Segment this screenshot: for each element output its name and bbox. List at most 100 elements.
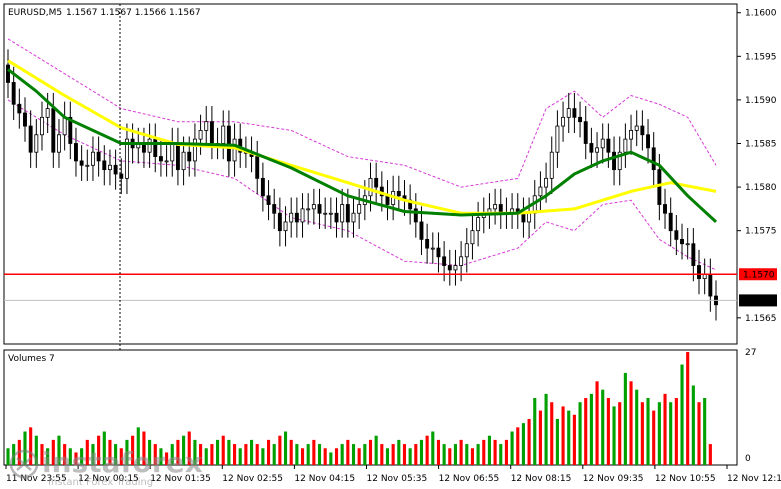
candle-body-down xyxy=(657,169,662,205)
volume-bar xyxy=(431,431,435,465)
candle xyxy=(493,188,498,225)
candle-body-down xyxy=(272,204,277,214)
band-upper-line xyxy=(7,38,717,188)
candle-body-up xyxy=(306,208,311,211)
candle xyxy=(453,249,458,286)
candle-body-up xyxy=(62,116,67,136)
volume-bar xyxy=(210,444,214,465)
price-tick-label: 1.1580 xyxy=(745,183,777,193)
candle-body-up xyxy=(527,212,532,223)
candle-body-down xyxy=(23,112,27,127)
candle-body-down xyxy=(175,143,180,171)
candle xyxy=(629,114,633,155)
candle-body-up xyxy=(470,230,475,245)
volume-bar xyxy=(114,444,118,465)
candle-body-up xyxy=(328,212,333,215)
candle xyxy=(340,188,345,238)
candle-body-up xyxy=(198,130,203,140)
candle xyxy=(272,188,277,229)
candle-body-up xyxy=(221,125,226,144)
volume-tick-label: 27 xyxy=(745,348,756,358)
candle-body-down xyxy=(396,191,401,197)
volume-bar xyxy=(136,427,140,465)
volume-bar xyxy=(510,431,514,465)
volume-bar xyxy=(442,444,446,465)
candle xyxy=(396,175,401,212)
candle xyxy=(323,197,328,229)
volume-bar xyxy=(283,431,288,465)
candle-body-down xyxy=(317,204,322,214)
candle-body-down xyxy=(606,138,611,153)
volume-bar xyxy=(623,372,627,465)
candle xyxy=(691,228,696,282)
candle-body-down xyxy=(96,151,101,162)
time-axis: 11 Nov 23:55 12 Nov 00:15 12 Nov 01:35 12 N… xyxy=(5,465,781,484)
candle xyxy=(578,101,583,138)
candle-body-up xyxy=(181,151,186,171)
level-price-tag xyxy=(739,268,777,281)
volume-bar xyxy=(465,444,469,465)
candle-body-up xyxy=(107,164,112,171)
candle xyxy=(260,162,265,212)
volume-bar xyxy=(555,418,559,465)
ma-green-line xyxy=(7,68,718,224)
candle-body-down xyxy=(419,221,424,240)
candle xyxy=(147,123,152,168)
candle-body-down xyxy=(385,195,390,205)
candle-body-up xyxy=(91,151,95,166)
volume-bar xyxy=(199,444,203,465)
candle-body-down xyxy=(28,125,33,153)
candle-body-up xyxy=(45,108,50,118)
volume-bar xyxy=(606,398,610,465)
price-tick-label: 1.1575 xyxy=(745,227,777,237)
candle xyxy=(419,206,424,256)
candle xyxy=(294,197,299,238)
candle-body-down xyxy=(334,212,339,223)
candle-body-down xyxy=(697,265,701,280)
volume-bar xyxy=(504,439,508,465)
candle-body-down xyxy=(79,160,84,166)
candle xyxy=(555,110,560,168)
volume-bar xyxy=(363,444,367,465)
volume-bar xyxy=(544,393,548,465)
candle-body-down xyxy=(447,265,452,271)
candle xyxy=(306,193,311,225)
candle-body-up xyxy=(368,177,373,197)
volume-bar xyxy=(204,448,208,465)
volume-bar xyxy=(334,448,339,465)
candle-body-up xyxy=(311,204,316,210)
watermark-logo-icon xyxy=(9,449,39,479)
candle xyxy=(300,193,305,238)
candle-body-up xyxy=(595,147,600,153)
time-tick-label: 12 Nov 00:15 xyxy=(78,474,139,484)
volume-bar xyxy=(374,435,378,465)
volume-bar xyxy=(601,389,605,465)
volume-bar xyxy=(691,385,695,465)
candle-body-down xyxy=(345,204,350,223)
volume-bar xyxy=(323,448,327,465)
price-tick-label: 1.1600 xyxy=(745,9,777,19)
candle-body-up xyxy=(549,151,554,179)
watermark-brand: instaforex xyxy=(42,446,203,479)
volume-bar xyxy=(216,439,220,465)
volume-bar xyxy=(482,439,486,465)
candle-body-up xyxy=(357,204,362,214)
candle xyxy=(198,114,203,155)
volume-bar xyxy=(686,352,690,465)
candle xyxy=(476,201,481,247)
candle xyxy=(680,223,684,260)
volume-bar xyxy=(187,431,191,465)
price-tick-label: 1.1595 xyxy=(745,52,777,62)
candle xyxy=(23,97,27,142)
candle-body-down xyxy=(102,160,107,171)
candle-body-up xyxy=(566,108,571,118)
volume-bar xyxy=(317,444,322,465)
candle xyxy=(674,214,679,256)
candle xyxy=(572,92,577,134)
candle xyxy=(96,136,101,177)
candle xyxy=(561,101,566,142)
candle xyxy=(17,88,22,129)
price-axis: 1.1600 1.1595 1.1590 1.1585 1.1580 1.1575 1.15… xyxy=(737,9,777,324)
candle xyxy=(91,136,95,181)
volume-panel: Volumes 7 xyxy=(3,349,738,466)
